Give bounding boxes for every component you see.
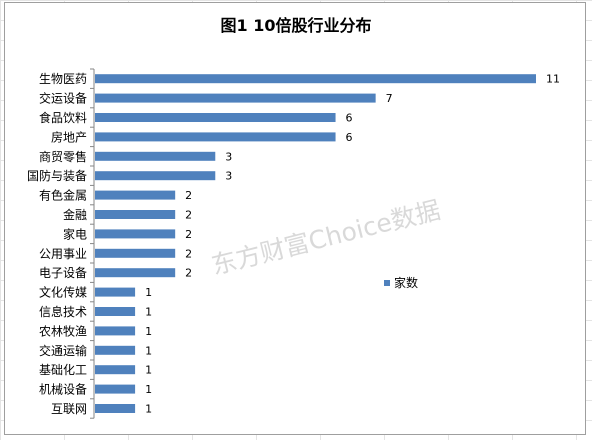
bar-5 xyxy=(95,151,216,161)
data-label: 2 xyxy=(185,209,192,222)
bar-1 xyxy=(95,74,536,84)
category-label: 交通运输 xyxy=(39,343,87,358)
bar-12 xyxy=(95,287,136,297)
category-label: 家电 xyxy=(63,226,87,241)
data-label: 2 xyxy=(185,247,192,260)
category-label: 农林牧渔 xyxy=(39,324,87,338)
bar-18 xyxy=(95,404,136,413)
watermark: 东方财富Choice数据 xyxy=(209,195,444,280)
data-label: 3 xyxy=(225,170,232,183)
data-label: 1 xyxy=(145,344,152,357)
legend-label: 家数 xyxy=(394,275,418,290)
category-label: 信息技术 xyxy=(39,304,87,319)
category-label: 国防与装备 xyxy=(27,168,87,183)
data-label: 2 xyxy=(185,228,192,241)
data-label: 1 xyxy=(145,383,152,396)
bar-8 xyxy=(95,210,176,219)
data-label: 7 xyxy=(386,92,393,105)
category-label: 金融 xyxy=(63,207,87,222)
bar-2 xyxy=(95,93,376,103)
bar-17 xyxy=(95,384,136,394)
category-label: 有色金属 xyxy=(39,188,87,203)
data-label: 1 xyxy=(145,325,152,338)
chart-title: 图1 10倍股行业分布 xyxy=(221,16,372,35)
category-label: 交运设备 xyxy=(39,91,87,106)
bar-4 xyxy=(95,132,336,142)
category-label: 食品饮料 xyxy=(39,110,87,125)
data-label: 1 xyxy=(145,364,152,377)
data-label: 1 xyxy=(145,286,152,299)
bar-13 xyxy=(95,307,136,316)
bar-10 xyxy=(95,248,176,258)
category-label: 公用事业 xyxy=(39,247,87,261)
bar-15 xyxy=(95,345,136,355)
category-label: 机械设备 xyxy=(39,382,87,397)
bar-9 xyxy=(95,229,176,239)
bar-7 xyxy=(95,190,176,200)
data-label: 2 xyxy=(185,189,192,202)
bar-16 xyxy=(95,365,136,375)
bar-series xyxy=(95,74,536,413)
legend-swatch xyxy=(384,280,390,286)
watermark-text: 东方财富Choice数据 xyxy=(209,195,444,280)
bar-14 xyxy=(95,326,136,336)
data-label: 11 xyxy=(546,73,560,86)
data-label: 1 xyxy=(145,306,152,319)
category-label: 基础化工 xyxy=(39,363,87,377)
bar-11 xyxy=(95,268,176,278)
category-label: 互联网 xyxy=(51,402,87,416)
category-tick-labels: 生物医药交运设备食品饮料房地产商贸零售国防与装备有色金属金融家电公用事业电子设备… xyxy=(27,72,87,416)
category-label: 房地产 xyxy=(51,129,87,144)
data-label: 6 xyxy=(346,131,353,144)
data-label: 3 xyxy=(225,150,232,163)
data-label: 1 xyxy=(145,403,152,416)
bar-3 xyxy=(95,113,336,122)
category-label: 商贸零售 xyxy=(39,149,87,164)
bar-6 xyxy=(95,171,216,181)
category-label: 生物医药 xyxy=(39,72,87,86)
category-label: 文化传媒 xyxy=(39,285,87,300)
data-label: 6 xyxy=(346,112,353,125)
category-label: 电子设备 xyxy=(39,266,87,280)
category-axis xyxy=(90,68,95,419)
legend: 家数 xyxy=(384,275,418,290)
data-label: 2 xyxy=(185,267,192,280)
